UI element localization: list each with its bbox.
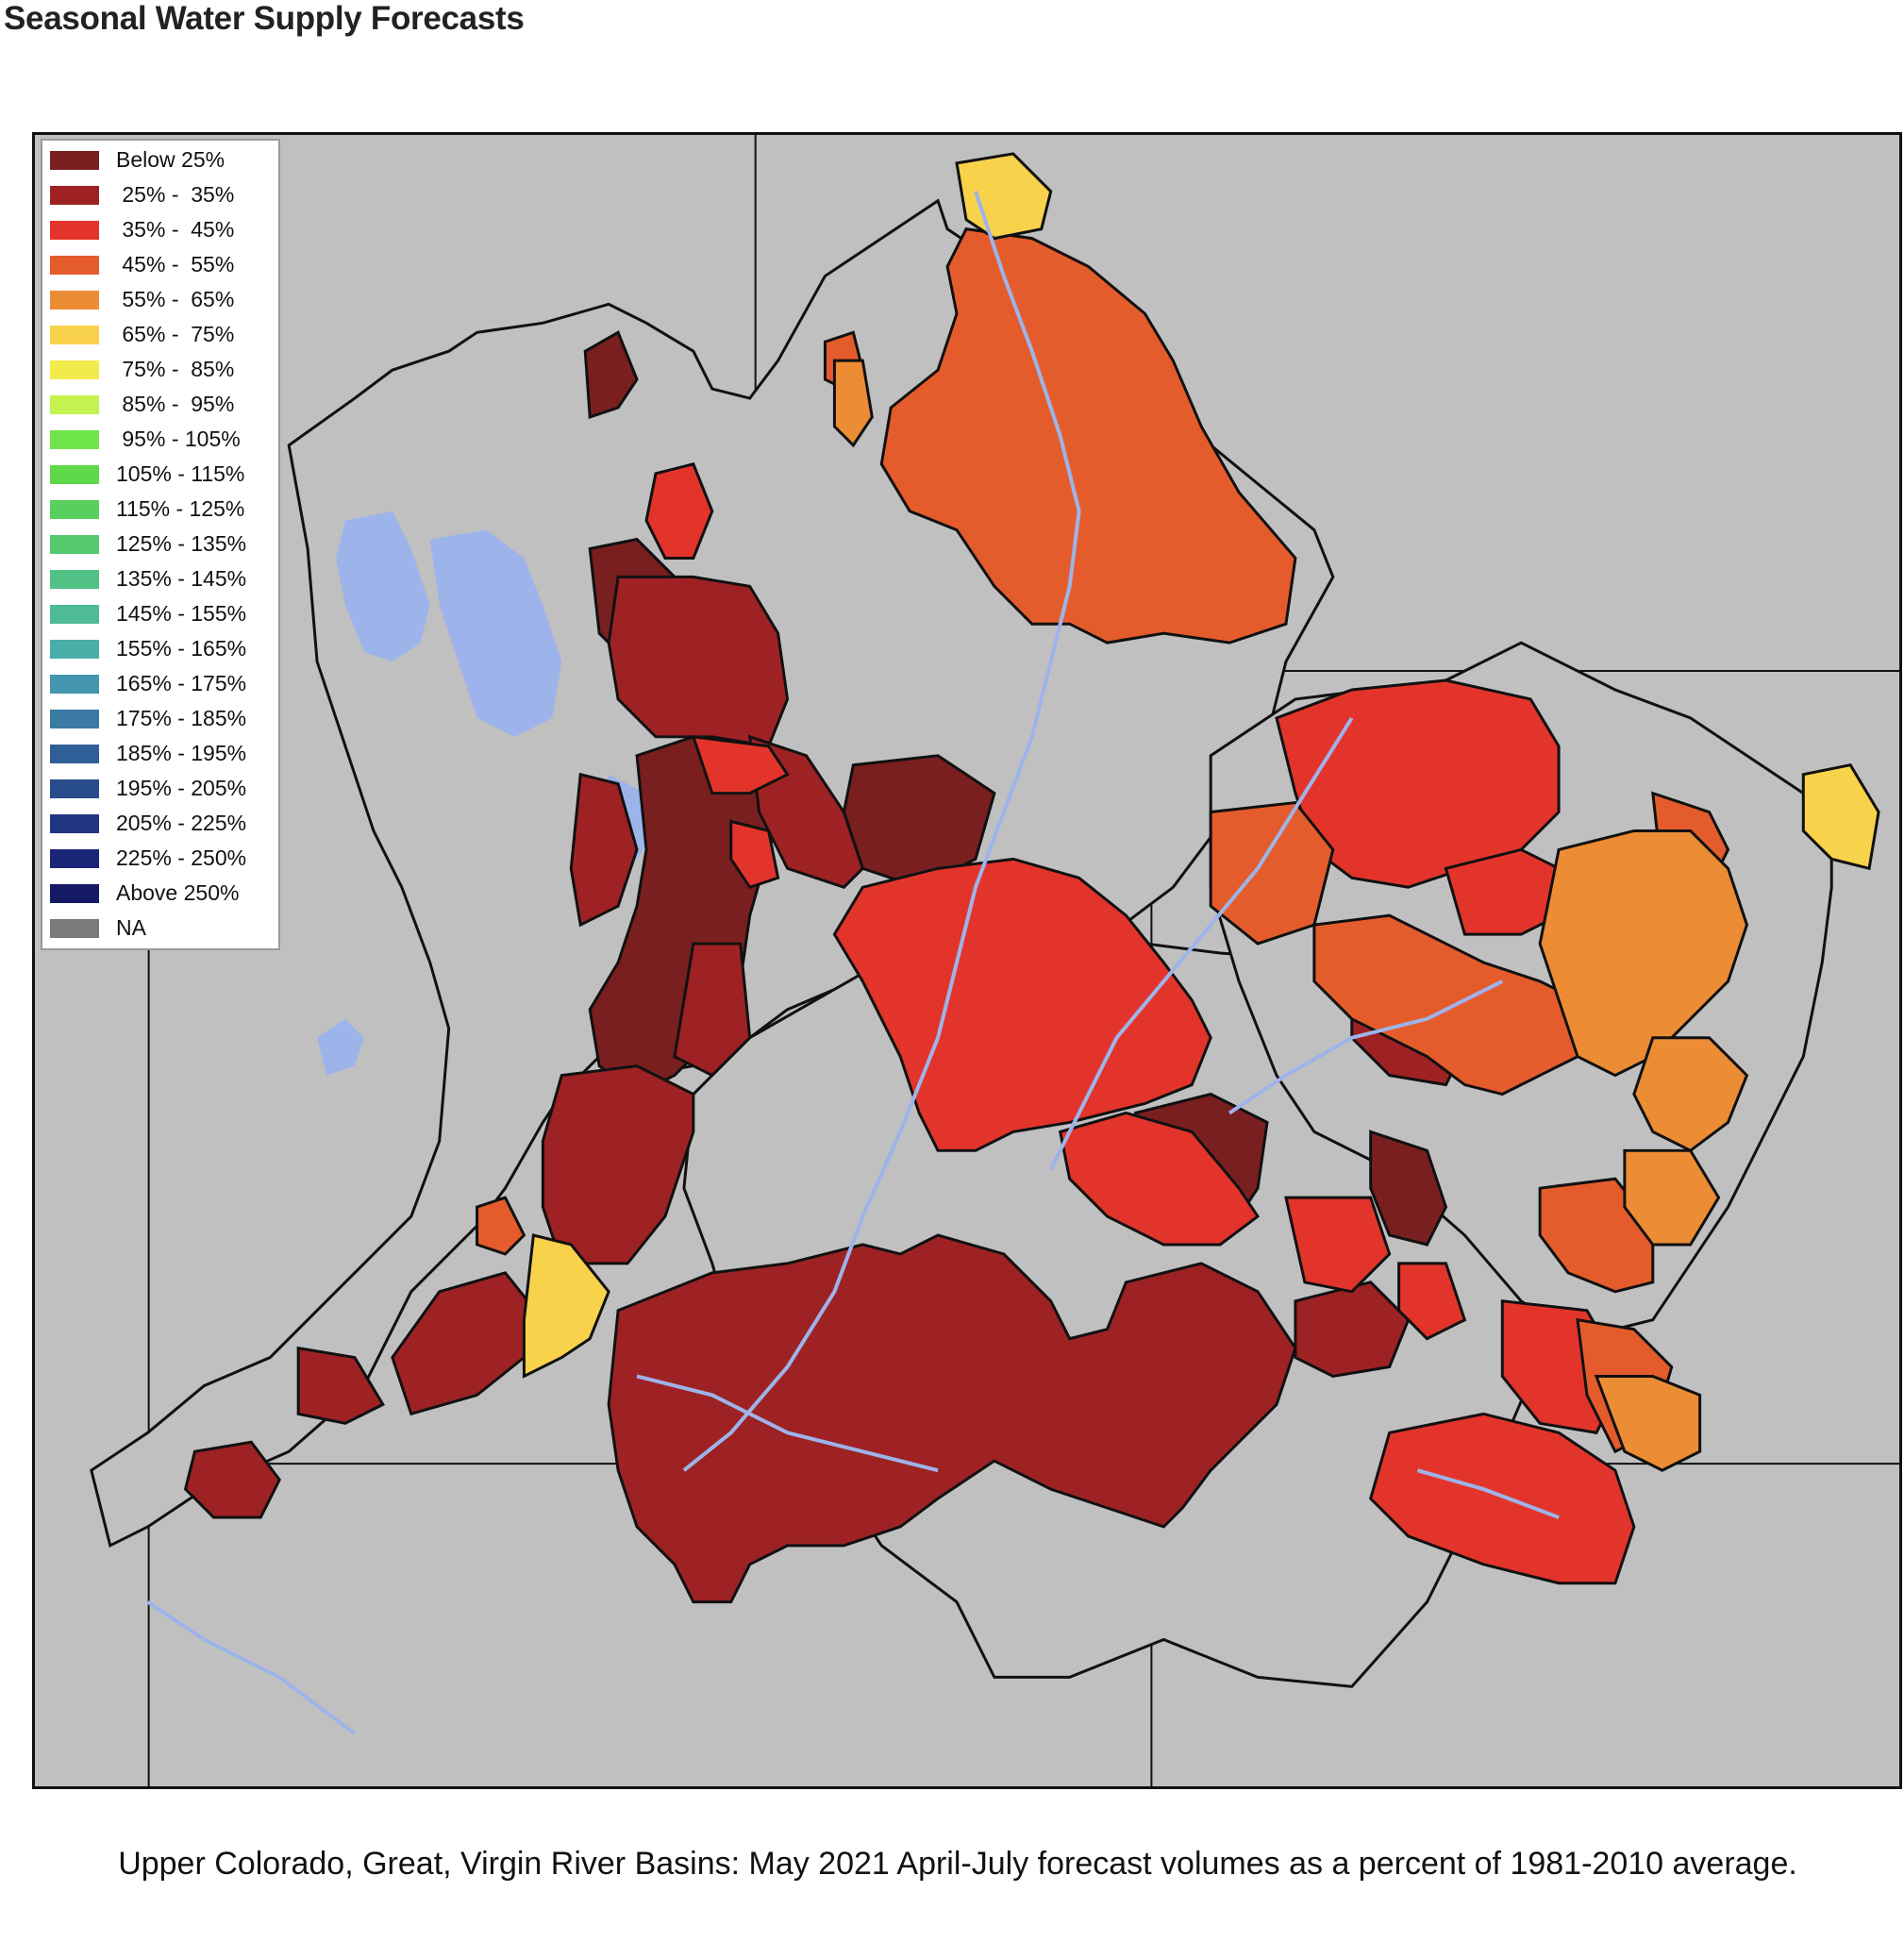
legend-entry: 105% - 115% xyxy=(50,457,244,492)
legend-label: 105% - 115% xyxy=(116,461,245,486)
legend-entry: 25% - 35% xyxy=(50,177,234,212)
legend-swatch xyxy=(50,290,99,310)
legend-label: 25% - 35% xyxy=(116,182,235,207)
legend-label: 155% - 165% xyxy=(116,636,247,661)
legend-swatch xyxy=(50,360,99,379)
legend-label: 75% - 85% xyxy=(116,357,235,381)
legend-entry: 115% - 125% xyxy=(50,492,244,527)
legend-swatch xyxy=(50,709,99,728)
legend-entry: 45% - 55% xyxy=(50,247,234,282)
legend-label: 55% - 65% xyxy=(116,287,235,311)
legend-swatch xyxy=(50,883,99,903)
legend-label: 65% - 75% xyxy=(116,322,235,346)
legend-label: 115% - 125% xyxy=(116,496,245,521)
legend-entry: 135% - 145% xyxy=(50,561,246,596)
legend-label: 165% - 175% xyxy=(116,671,247,695)
legend-label: 185% - 195% xyxy=(116,741,247,765)
legend-swatch xyxy=(50,534,99,554)
legend-label: 135% - 145% xyxy=(116,566,247,591)
legend-swatch xyxy=(50,255,99,275)
legend-entry: 145% - 155% xyxy=(50,596,246,631)
legend-label: 125% - 135% xyxy=(116,531,247,556)
map-caption: Upper Colorado, Great, Virgin River Basi… xyxy=(118,1846,1797,1882)
legend-entry: 125% - 135% xyxy=(50,527,246,561)
legend-swatch xyxy=(50,150,99,170)
legend-entry: 65% - 75% xyxy=(50,317,234,352)
legend-swatch xyxy=(50,813,99,833)
legend-swatch xyxy=(50,848,99,868)
legend-entry: Above 250% xyxy=(50,876,239,911)
legend-swatch xyxy=(50,778,99,798)
legend-entry: 95% - 105% xyxy=(50,422,241,457)
legend-swatch xyxy=(50,394,99,414)
legend-swatch xyxy=(50,674,99,694)
legend-label: 85% - 95% xyxy=(116,392,235,416)
legend-swatch xyxy=(50,604,99,624)
legend-label: Above 250% xyxy=(116,880,240,905)
legend-label: 145% - 155% xyxy=(116,601,247,626)
rivers xyxy=(146,191,1560,1735)
legend-label: 225% - 250% xyxy=(116,845,247,870)
legend-entry: Below 25% xyxy=(50,142,225,177)
legend-swatch xyxy=(50,220,99,240)
legend-entry: 35% - 45% xyxy=(50,212,234,247)
legend-entry: 205% - 225% xyxy=(50,806,246,841)
legend-entry: 165% - 175% xyxy=(50,666,246,701)
legend-label: NA xyxy=(116,915,146,940)
legend-swatch xyxy=(50,918,99,938)
legend-entry: 75% - 85% xyxy=(50,352,234,387)
map-legend: Below 25% 25% - 35% 35% - 45% 45% - 55% … xyxy=(41,139,280,950)
page-title: Seasonal Water Supply Forecasts xyxy=(4,0,525,37)
legend-swatch xyxy=(50,185,99,205)
legend-label: 175% - 185% xyxy=(116,706,247,730)
map-canvas xyxy=(90,135,1899,1786)
legend-label: 45% - 55% xyxy=(116,252,235,276)
legend-swatch xyxy=(50,744,99,763)
legend-label: 35% - 45% xyxy=(116,217,235,242)
legend-entry: 225% - 250% xyxy=(50,841,246,876)
basins-55-65 xyxy=(832,359,1749,1472)
legend-swatch xyxy=(50,429,99,449)
legend-swatch xyxy=(50,639,99,659)
legend-entry: 155% - 165% xyxy=(50,631,246,666)
legend-label: 195% - 205% xyxy=(116,776,247,800)
basin-forecast-map[interactable]: Below 25% 25% - 35% 35% - 45% 45% - 55% … xyxy=(32,132,1902,1789)
legend-swatch xyxy=(50,499,99,519)
legend-entry: 185% - 195% xyxy=(50,736,246,771)
legend-swatch xyxy=(50,569,99,589)
legend-swatch xyxy=(50,464,99,484)
legend-entry: NA xyxy=(50,911,146,946)
legend-entry: 55% - 65% xyxy=(50,282,234,317)
legend-entry: 85% - 95% xyxy=(50,387,234,422)
basins-65-75 xyxy=(522,152,1880,1379)
legend-swatch xyxy=(50,325,99,344)
legend-label: 95% - 105% xyxy=(116,427,241,451)
legend-entry: 175% - 185% xyxy=(50,701,246,736)
legend-label: Below 25% xyxy=(116,147,225,172)
legend-label: 205% - 225% xyxy=(116,811,247,835)
legend-entry: 195% - 205% xyxy=(50,771,246,806)
